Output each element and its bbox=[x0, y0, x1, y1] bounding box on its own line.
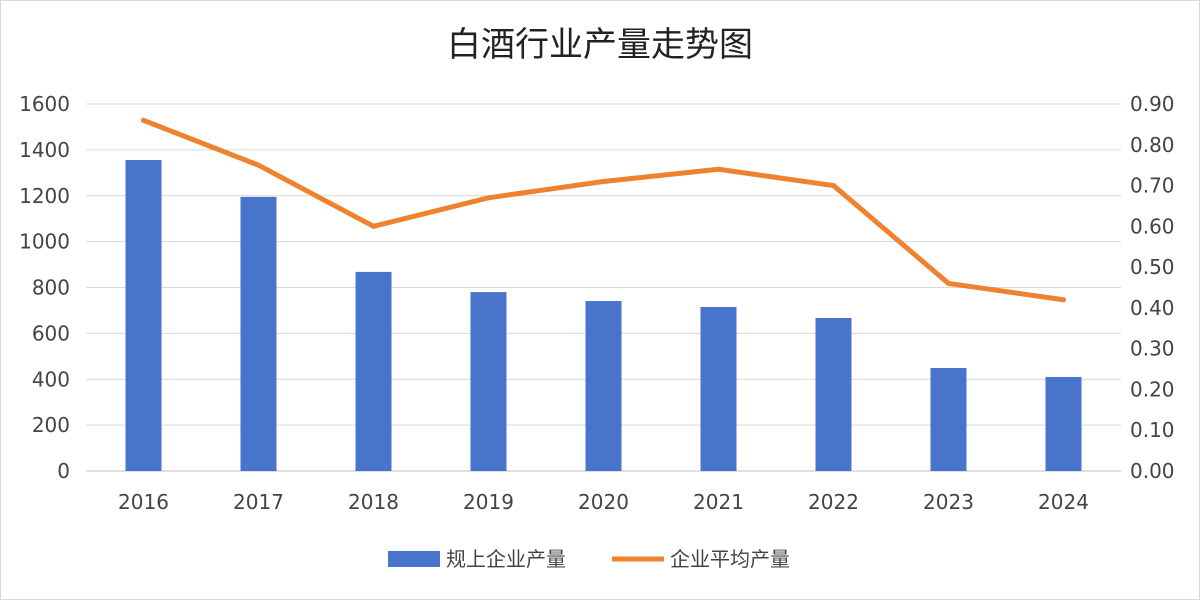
x-tick-label: 2016 bbox=[118, 490, 169, 514]
bar-2018 bbox=[355, 271, 392, 471]
y-right-tick-label: 0.60 bbox=[1130, 214, 1175, 238]
bar-2022 bbox=[815, 318, 852, 471]
line-series bbox=[141, 117, 1066, 303]
x-tick-label: 2021 bbox=[693, 490, 744, 514]
line-point-2020 bbox=[601, 178, 606, 184]
legend: 规上企业产量 企业平均产量 bbox=[388, 547, 790, 571]
y-left-tick-label: 600 bbox=[32, 321, 70, 345]
x-tick-label: 2019 bbox=[463, 490, 514, 514]
y-right-tick-label: 0.30 bbox=[1130, 337, 1175, 361]
line-point-2018 bbox=[371, 223, 376, 229]
y-left-tick-label: 200 bbox=[32, 413, 70, 437]
x-tick-label: 2023 bbox=[923, 490, 974, 514]
y-right-tick-label: 0.20 bbox=[1130, 377, 1175, 401]
y-left-tick-label: 1400 bbox=[19, 138, 70, 162]
bar-2024 bbox=[1045, 376, 1082, 471]
legend-swatch-bar bbox=[388, 551, 440, 567]
line-point-2024 bbox=[1061, 297, 1066, 303]
y-right-tick-label: 0.10 bbox=[1130, 418, 1175, 442]
y-right-tick-label: 0.40 bbox=[1130, 296, 1175, 320]
x-tick-label: 2024 bbox=[1038, 490, 1089, 514]
y-left-tick-label: 1000 bbox=[19, 230, 70, 254]
bar-2020 bbox=[585, 301, 622, 471]
line-point-2022 bbox=[831, 183, 836, 189]
bar-2016 bbox=[125, 159, 162, 471]
y-left-tick-label: 1200 bbox=[19, 184, 70, 208]
x-tick-label: 2022 bbox=[808, 490, 859, 514]
x-tick-label: 2017 bbox=[233, 490, 284, 514]
y-left-tick-label: 0 bbox=[57, 459, 70, 483]
y-right-tick-label: 0.70 bbox=[1130, 174, 1175, 198]
x-tick-label: 2020 bbox=[578, 490, 629, 514]
chart-title: 白酒行业产量走势图 bbox=[447, 25, 753, 65]
y-left-tick-label: 800 bbox=[32, 276, 70, 300]
y-right-tick-label: 0.90 bbox=[1130, 92, 1175, 116]
y-right-tick-label: 0.50 bbox=[1130, 255, 1175, 279]
y-right-tick-label: 0.00 bbox=[1130, 459, 1175, 483]
bar-2017 bbox=[240, 196, 277, 471]
line-point-2019 bbox=[486, 195, 491, 201]
bar-2019 bbox=[470, 292, 507, 471]
y-left-tick-label: 1600 bbox=[19, 92, 70, 116]
y-left-tick-label: 400 bbox=[32, 367, 70, 391]
legend-label-line: 企业平均产量 bbox=[670, 547, 790, 571]
y-right-tick-label: 0.80 bbox=[1130, 133, 1175, 157]
x-tick-label: 2018 bbox=[348, 490, 399, 514]
line-point-2017 bbox=[256, 162, 261, 168]
line-point-2023 bbox=[946, 280, 951, 286]
line-point-2016 bbox=[141, 117, 146, 123]
legend-label-bar: 规上企业产量 bbox=[446, 547, 566, 571]
bar-2021 bbox=[700, 306, 737, 471]
line-point-2021 bbox=[716, 166, 721, 172]
bar-2023 bbox=[930, 368, 967, 471]
